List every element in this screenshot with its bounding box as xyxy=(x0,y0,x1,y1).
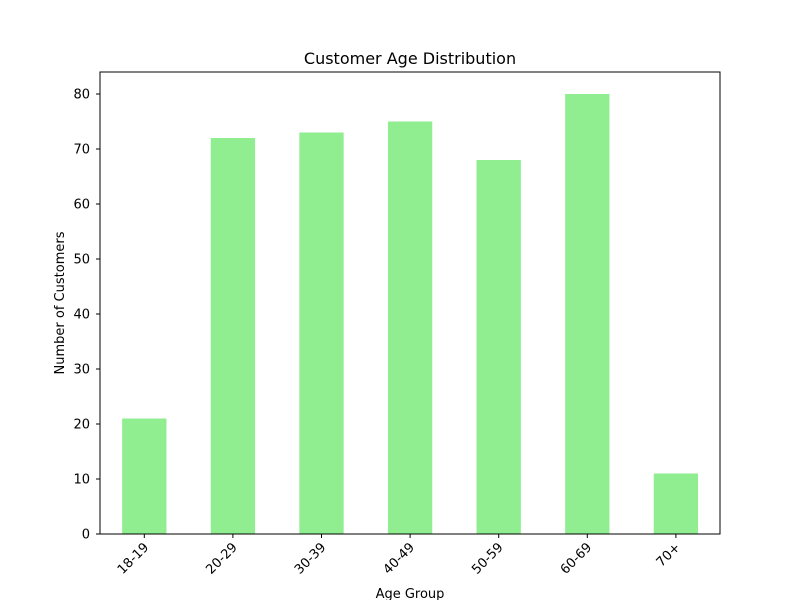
y-tick-label: 0 xyxy=(82,528,90,543)
y-tick-label: 50 xyxy=(73,253,90,268)
bar-60-69 xyxy=(565,94,610,534)
bar-30-39 xyxy=(299,132,344,534)
y-tick-label: 80 xyxy=(73,88,90,103)
bar-20-29 xyxy=(210,138,256,534)
y-tick-label: 40 xyxy=(73,308,90,323)
bar-18-19 xyxy=(122,418,167,534)
plot-area-frame xyxy=(99,71,721,535)
y-tick-label: 20 xyxy=(73,418,90,433)
x-tick-label: 18-19 xyxy=(115,540,152,577)
chart-title: Customer Age Distribution xyxy=(304,49,516,68)
x-axis-label: Age Group xyxy=(376,587,445,600)
x-tick-label: 70+ xyxy=(654,540,684,570)
y-axis-label: Number of Customers xyxy=(53,231,68,374)
x-tick-label: 60-69 xyxy=(558,540,595,577)
y-axis-ticks: 0 10 20 30 40 50 60 70 80 xyxy=(73,88,100,543)
bars-group xyxy=(122,94,699,534)
y-tick-label: 10 xyxy=(73,473,90,488)
bar-40-49 xyxy=(387,121,433,534)
y-tick-label: 30 xyxy=(73,363,90,378)
x-tick-label: 40-49 xyxy=(381,540,418,577)
y-tick-label: 70 xyxy=(73,143,90,158)
x-tick-label: 50-59 xyxy=(469,540,506,577)
y-tick-label: 60 xyxy=(73,198,90,213)
bar-50-59 xyxy=(476,160,521,534)
x-tick-label: 20-29 xyxy=(203,540,240,577)
bar-70+ xyxy=(653,473,699,534)
x-tick-label: 30-39 xyxy=(292,540,329,577)
x-axis-ticks: 18-19 20-29 30-39 40-49 50-59 60-69 70+ xyxy=(115,534,684,578)
